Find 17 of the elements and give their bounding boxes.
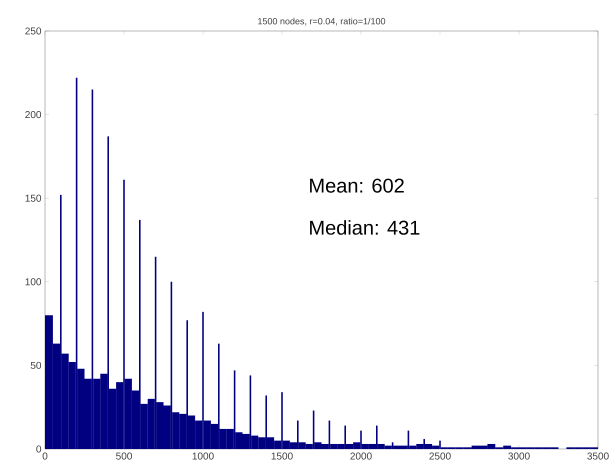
annotation: Median: 431 [310, 220, 420, 235]
x-tick-label: 1000 [192, 452, 214, 460]
x-tick-label: 1500 [272, 452, 293, 460]
y-tick-label: 50 [30, 362, 42, 369]
y-tick-label: 250 [25, 27, 42, 35]
y-tick-label: 200 [25, 111, 42, 118]
y-tick-label: 100 [26, 278, 42, 286]
chart-title: 1500 nodes, r=0.04, ratio=1/100 [258, 18, 386, 26]
x-tick-label: 2500 [429, 452, 451, 460]
x-tick-label: 3000 [508, 452, 530, 460]
annotation: Mean: 602 [310, 178, 404, 193]
y-tick-label: 0 [36, 445, 42, 453]
y-tick-label: 150 [26, 194, 42, 202]
x-tick-label: 0 [42, 452, 48, 460]
x-tick-label: 500 [116, 452, 132, 460]
x-tick-label: 2000 [350, 452, 372, 460]
x-tick-label: 3500 [587, 452, 609, 460]
